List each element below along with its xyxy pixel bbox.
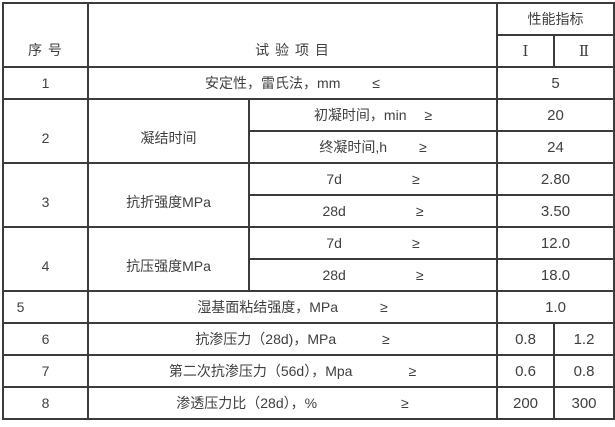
row3-sub2-value: 3.50: [496, 194, 615, 228]
table-row: 1 安定性，雷氏法，mm ≤ 5: [2, 66, 615, 100]
table-row: 6 抗渗压力（28d)，MPa ≥ 0.8 1.2: [2, 322, 615, 356]
row6-value-grade1: 0.8: [496, 322, 556, 356]
row3-sub1-item: 7d ≥: [247, 162, 499, 196]
row5-value: 1.0: [496, 290, 615, 324]
row3-sub1-value: 2.80: [496, 162, 615, 196]
row2-sub1-value: 20: [496, 98, 615, 132]
table-row: 2 凝结时间 初凝时间，min ≥ 20: [2, 98, 615, 164]
table-row: 8 渗透压力比（28d），% ≥ 200 300: [2, 386, 615, 420]
row4-no: 4: [2, 226, 89, 292]
row8-value-grade1: 200: [496, 386, 556, 420]
row7-value-grade1: 0.6: [496, 354, 556, 388]
row2-no: 2: [2, 98, 89, 164]
table-row: 5 湿基面粘结强度，MPa ≥ 1.0: [2, 290, 615, 324]
row4-group-label: 抗压强度MPa: [87, 226, 250, 292]
header-row-2: Ⅰ Ⅱ: [3, 34, 615, 68]
table-row: 7 第二次抗渗压力（56d），Mpa ≥ 0.6 0.8: [2, 354, 615, 388]
row4-sub1-item: 7d ≥: [247, 226, 499, 260]
header-item-col: 试 验 项 目: [86, 2, 499, 68]
row6-item: 抗渗压力（28d)，MPa ≥: [86, 322, 499, 356]
table-row: 28d ≥ 18.0: [3, 258, 615, 292]
row8-value-grade2: 300: [553, 386, 615, 420]
row2-group-label: 凝结时间: [87, 98, 250, 164]
header-grade-1: Ⅰ: [496, 34, 556, 68]
header-grade-2: Ⅱ: [553, 34, 615, 68]
row3-group-label: 抗折强度MPa: [87, 162, 250, 228]
row6-no: 6: [2, 322, 89, 356]
row1-no: 1: [2, 66, 89, 100]
row8-item: 渗透压力比（28d），% ≥: [86, 386, 499, 420]
row3-no: 3: [2, 162, 89, 228]
table-row: 4 抗压强度MPa 7d ≥ 12.0: [2, 226, 615, 292]
row2-sub2-value: 24: [496, 130, 615, 164]
row4-sub2-value: 18.0: [496, 258, 615, 292]
row3-sub2-item: 28d ≥: [247, 194, 499, 228]
row6-value-grade2: 1.2: [553, 322, 615, 356]
row4-sub1-value: 12.0: [496, 226, 615, 260]
row7-item: 第二次抗渗压力（56d），Mpa ≥: [86, 354, 499, 388]
row5-item: 湿基面粘结强度，MPa ≥: [86, 290, 499, 324]
header-row-1: 序 号 试 验 项 目 性能指标: [2, 2, 615, 68]
table-row: 3 抗折强度MPa 7d ≥ 2.80: [2, 162, 615, 228]
row1-value: 5: [496, 66, 615, 100]
row1-item: 安定性，雷氏法，mm ≤: [86, 66, 499, 100]
performance-spec-table: 序 号 试 验 项 目 性能指标 Ⅰ Ⅱ 1 安定性，雷氏法，mm ≤ 5 2 …: [2, 2, 615, 420]
row5-no: 5: [2, 290, 89, 324]
row2-sub2-item: 终凝时间,h ≥: [247, 130, 499, 164]
row8-no: 8: [2, 386, 89, 420]
table-row: 终凝时间,h ≥ 24: [3, 130, 615, 164]
row4-sub2-item: 28d ≥: [247, 258, 499, 292]
header-perf-col: 性能指标: [496, 2, 615, 36]
row7-value-grade2: 0.8: [553, 354, 615, 388]
table-row: 28d ≥ 3.50: [3, 194, 615, 228]
row7-no: 7: [2, 354, 89, 388]
row2-sub1-item: 初凝时间，min ≥: [247, 98, 499, 132]
header-serial-col: 序 号: [2, 2, 89, 68]
